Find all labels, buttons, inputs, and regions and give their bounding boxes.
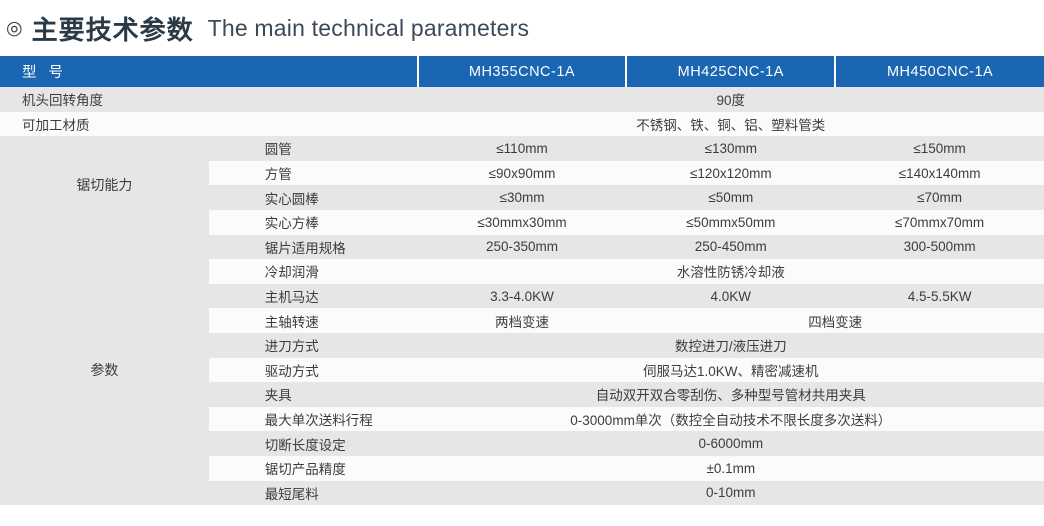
row-value-3: ≤70mm (835, 185, 1044, 210)
row-label: 夹具 (208, 382, 418, 407)
table-row: 最短尾料 0-10mm (0, 480, 1044, 506)
row-label: 驱动方式 (208, 357, 418, 383)
row-value-span: ±0.1mm (417, 455, 1044, 481)
table-row: 锯切产品精度 ±0.1mm (0, 455, 1044, 481)
row-value-span: 伺服马达1.0KW、精密减速机 (417, 357, 1044, 383)
row-label: 实心方棒 (208, 209, 418, 235)
row-value-2: ≤120x120mm (626, 160, 836, 186)
row-label: 冷却润滑 (208, 259, 418, 284)
table-row: 主轴转速 两档变速 四档变速 (0, 308, 1044, 333)
row-value-2: 4.0KW (626, 283, 836, 309)
table-row: 驱动方式 伺服马达1.0KW、精密减速机 (0, 357, 1044, 383)
row-value-span: 不锈钢、铁、铜、铝、塑料管类 (417, 111, 1044, 137)
row-value-3: ≤70mmx70mm (835, 209, 1044, 235)
row-value-2: ≤130mm (626, 136, 836, 161)
table-row: 进刀方式 数控进刀/液压进刀 (0, 332, 1044, 358)
row-label: 主机马达 (208, 283, 418, 309)
row-value-3: 300-500mm (835, 234, 1044, 260)
row-value-span: 数控进刀/液压进刀 (417, 332, 1044, 358)
row-value-span: 自动双开双合零刮伤、多种型号管材共用夹具 (417, 382, 1044, 407)
header-cell-model: 型 号 (0, 56, 418, 87)
row-value-2: ≤50mmx50mm (626, 209, 836, 235)
table-row: 切断长度设定 0-6000mm (0, 431, 1044, 456)
row-value-span: 0-6000mm (417, 431, 1044, 456)
table-row: 夹具 自动双开双合零刮伤、多种型号管材共用夹具 (0, 382, 1044, 407)
table-row: 参数 锯片适用规格 250-350mm 250-450mm 300-500mm (0, 234, 1044, 506)
table-row: 可加工材质 不锈钢、铁、铜、铝、塑料管类 (0, 111, 1044, 137)
row-label: 锯切产品精度 (208, 455, 418, 481)
row-value-1: ≤90x90mm (417, 160, 627, 186)
page-title-cn: 主要技术参数 (31, 14, 194, 45)
row-value-1: ≤30mmx30mm (417, 209, 627, 235)
group-label-sawing-capacity: 锯切能力 (0, 136, 209, 235)
table-row: 方管 ≤90x90mm ≤120x120mm ≤140x140mm (0, 160, 1044, 186)
page-title: ◎ 主要技术参数 The main technical parameters (0, 0, 1044, 56)
row-label: 圆管 (208, 136, 418, 161)
table-row: 主机马达 3.3-4.0KW 4.0KW 4.5-5.5KW (0, 283, 1044, 309)
group-label-parameters: 参数 (0, 234, 209, 506)
table-row: 冷却润滑 水溶性防锈冷却液 (0, 259, 1044, 284)
row-value-merged: 四档变速 (626, 308, 1044, 333)
row-label: 最短尾料 (208, 480, 418, 506)
header-cell-model-1: MH355CNC-1A (416, 56, 627, 87)
row-value-2: 90度 (626, 87, 836, 112)
row-value-3: 4.5-5.5KW (835, 283, 1044, 309)
table-row: 实心圆棒 ≤30mm ≤50mm ≤70mm (0, 185, 1044, 210)
row-value-1: 250-350mm (417, 234, 627, 260)
header-cell-model-2: MH425CNC-1A (625, 56, 836, 87)
page-title-en: The main technical parameters (207, 14, 530, 41)
row-label: 实心圆棒 (208, 185, 418, 210)
row-value-3: ≤140x140mm (835, 160, 1044, 186)
table-row: 实心方棒 ≤30mmx30mm ≤50mmx50mm ≤70mmx70mm (0, 209, 1044, 235)
row-value-3 (835, 87, 1044, 112)
row-label: 方管 (208, 160, 418, 186)
bullet-circle-icon: ◎ (6, 17, 23, 39)
row-value-2: 250-450mm (626, 234, 836, 260)
table-row: 最大单次送料行程 0-3000mm单次（数控全自动技术不限长度多次送料） (0, 406, 1044, 432)
row-label: 切断长度设定 (208, 431, 418, 456)
row-value-2: ≤50mm (626, 185, 836, 210)
row-label: 机头回转角度 (0, 87, 418, 112)
row-label: 主轴转速 (208, 308, 418, 333)
header-cell-model-3: MH450CNC-1A (834, 56, 1044, 87)
table-row: 机头回转角度 90度 (0, 87, 1044, 112)
row-value-span: 水溶性防锈冷却液 (417, 259, 1044, 284)
row-value-1 (417, 87, 627, 112)
row-value-span: 0-10mm (417, 480, 1044, 506)
table-row: 锯切能力 圆管 ≤110mm ≤130mm ≤150mm (0, 136, 1044, 235)
row-label: 可加工材质 (0, 111, 418, 137)
row-label: 最大单次送料行程 (208, 406, 418, 432)
row-value-1: ≤110mm (417, 136, 627, 161)
row-label: 进刀方式 (208, 332, 418, 358)
row-value-1: 两档变速 (417, 308, 627, 333)
row-value-1: ≤30mm (417, 185, 627, 210)
row-value-span: 0-3000mm单次（数控全自动技术不限长度多次送料） (417, 406, 1044, 432)
technical-parameters-table: 型 号 MH355CNC-1A MH425CNC-1A MH450CNC-1A … (0, 56, 1044, 506)
row-value-3: ≤150mm (835, 136, 1044, 161)
row-value-1: 3.3-4.0KW (417, 283, 627, 309)
table-header-row: 型 号 MH355CNC-1A MH425CNC-1A MH450CNC-1A (0, 56, 1044, 87)
row-label: 锯片适用规格 (208, 234, 418, 260)
